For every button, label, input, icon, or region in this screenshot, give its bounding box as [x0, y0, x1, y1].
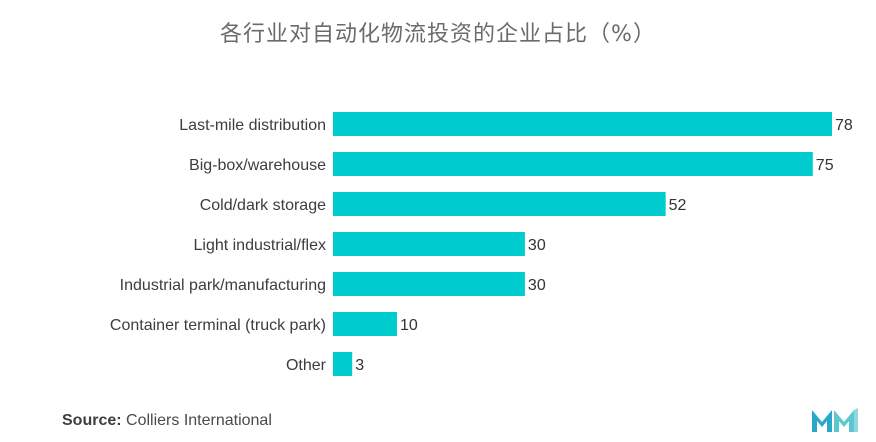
category-label: Light industrial/flex — [193, 237, 326, 254]
bar — [333, 232, 525, 256]
value-label: 30 — [528, 237, 546, 254]
category-label: Container terminal (truck park) — [110, 317, 326, 334]
value-label: 10 — [400, 317, 418, 334]
bar — [333, 352, 353, 376]
category-label: Last-mile distribution — [179, 117, 326, 134]
bar — [333, 192, 666, 216]
category-label: Cold/dark storage — [200, 197, 326, 214]
bar — [333, 272, 525, 296]
value-label: 30 — [528, 277, 546, 294]
source-text: Colliers International — [126, 412, 272, 429]
mordor-intelligence-logo-icon — [812, 408, 858, 432]
bar — [333, 152, 813, 176]
bar — [333, 312, 397, 336]
value-label: 75 — [816, 157, 834, 174]
source-label: Source: — [62, 412, 122, 429]
category-label: Other — [286, 357, 327, 374]
source-note: Source: Colliers International — [62, 412, 272, 430]
chart-title: 各行业对自动化物流投资的企业占比（%） — [220, 22, 656, 47]
value-label: 52 — [669, 197, 687, 214]
category-label: Industrial park/manufacturing — [120, 277, 326, 294]
bar-chart: Last-mile distribution 78 Big-box/warehous… — [110, 112, 853, 376]
bar — [333, 112, 832, 136]
category-label: Big-box/warehouse — [189, 157, 326, 174]
value-label: 78 — [835, 117, 853, 134]
value-label: 3 — [355, 357, 364, 374]
